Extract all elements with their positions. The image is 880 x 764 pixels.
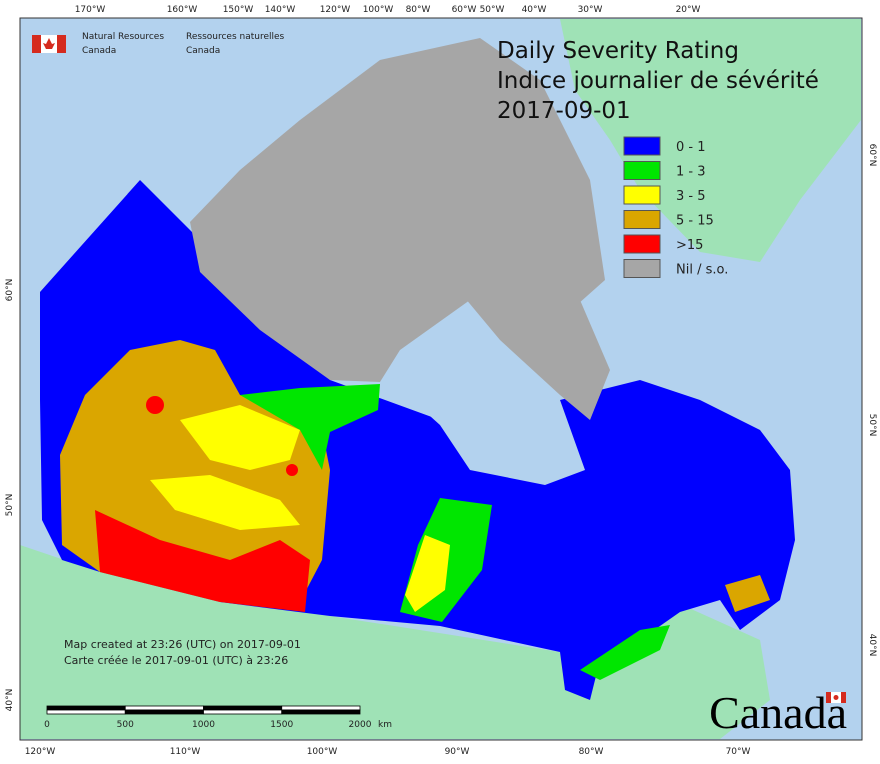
scale-segment xyxy=(203,709,283,715)
legend-label: 5 - 15 xyxy=(676,214,714,229)
country-fr: Canada xyxy=(186,46,220,56)
legend-swatch xyxy=(623,161,661,180)
latitude-label: 40°N xyxy=(867,634,877,657)
legend-swatch xyxy=(623,259,661,278)
north-green xyxy=(240,384,380,470)
legend: 0 - 1 1 - 3 3 - 5 5 - 15 >15 Nil / s.o. xyxy=(623,136,728,278)
scale-segment xyxy=(281,705,361,711)
longitude-label: 80°W xyxy=(579,747,604,757)
scale-segment xyxy=(124,709,204,715)
scale-label: 1500 xyxy=(270,720,293,730)
longitude-label: 120°W xyxy=(25,747,56,757)
longitude-label: 140°W xyxy=(265,5,296,15)
longitude-label: 100°W xyxy=(307,747,338,757)
flag-band xyxy=(32,35,41,53)
title-date: 2017-09-01 xyxy=(497,98,631,124)
agency-en: Natural Resources xyxy=(82,32,164,42)
agency-fr: Ressources naturelles xyxy=(186,32,285,42)
longitude-label: 50°W xyxy=(480,5,505,15)
wordmark-flag-band xyxy=(841,692,846,703)
legend-label: 0 - 1 xyxy=(676,140,706,155)
latitude-label: 50°N xyxy=(867,414,877,437)
longitude-label: 110°W xyxy=(170,747,201,757)
legend-label: Nil / s.o. xyxy=(676,263,728,278)
latitude-label: 40°N xyxy=(5,689,15,712)
longitude-label: 100°W xyxy=(363,5,394,15)
latitude-label: 60°N xyxy=(867,144,877,167)
scale-unit: km xyxy=(378,720,392,730)
scale-label: 0 xyxy=(44,720,50,730)
red-spot xyxy=(286,464,298,476)
latitude-label: 60°N xyxy=(5,279,15,302)
legend-swatch xyxy=(623,136,661,156)
scale-segment xyxy=(46,705,126,711)
legend-label: 1 - 3 xyxy=(676,165,706,180)
scale-label: 500 xyxy=(117,720,134,730)
map-frame xyxy=(19,17,863,741)
stlawrence-green xyxy=(580,625,670,680)
greenland xyxy=(560,19,861,262)
title-en: Daily Severity Rating xyxy=(497,38,739,64)
legend-label: 3 - 5 xyxy=(676,189,706,204)
legend-swatch xyxy=(623,185,661,205)
red-spot xyxy=(146,396,164,414)
scale-segment xyxy=(281,709,361,715)
country-en: Canada xyxy=(82,46,116,56)
longitude-label: 170°W xyxy=(75,5,106,15)
wordmark-flag-leaf xyxy=(833,695,839,700)
east-yellow xyxy=(405,535,450,612)
graticule-labels: 170°W 160°W 150°W 140°W 120°W 100°W 80°W 60°W 50… xyxy=(5,5,877,757)
scale-segment xyxy=(124,705,204,711)
scale-label: 2000 xyxy=(349,720,372,730)
legend-swatch xyxy=(623,234,661,254)
maritime-patch xyxy=(725,575,770,612)
scale-segment xyxy=(46,709,126,715)
baffin-nil xyxy=(400,200,610,420)
wordmark-flag-band xyxy=(826,692,831,703)
red-south xyxy=(95,510,310,612)
longitude-label: 40°W xyxy=(522,5,547,15)
longitude-label: 30°W xyxy=(578,5,603,15)
note-fr: Carte créée le 2017-09-01 (UTC) à 23:26 xyxy=(64,654,288,667)
scale-segment xyxy=(203,705,283,711)
scale-label: 1000 xyxy=(192,720,215,730)
longitude-label: 160°W xyxy=(167,5,198,15)
longitude-label: 80°W xyxy=(406,5,431,15)
longitude-label: 150°W xyxy=(223,5,254,15)
longitude-label: 90°W xyxy=(445,747,470,757)
yellow-patch-2 xyxy=(150,475,300,530)
longitude-label: 70°W xyxy=(726,747,751,757)
nrcan-logo xyxy=(32,35,66,53)
title-fr: Indice journalier de sévérité xyxy=(497,68,819,94)
scale-bar: 0 500 1000 1500 2000 km xyxy=(44,705,392,730)
flag-leaf xyxy=(43,38,55,49)
note-en: Map created at 23:26 (UTC) on 2017-09-01 xyxy=(64,638,301,651)
wordmark: Canada xyxy=(709,687,847,738)
legend-label: >15 xyxy=(676,238,703,253)
flag-band xyxy=(57,35,66,53)
latitude-label: 50°N xyxy=(5,494,15,517)
yellow-patch xyxy=(180,405,300,470)
longitude-label: 20°W xyxy=(676,5,701,15)
longitude-label: 120°W xyxy=(320,5,351,15)
longitude-label: 60°W xyxy=(452,5,477,15)
hudson-bay xyxy=(390,362,585,485)
legend-swatch xyxy=(623,210,661,229)
